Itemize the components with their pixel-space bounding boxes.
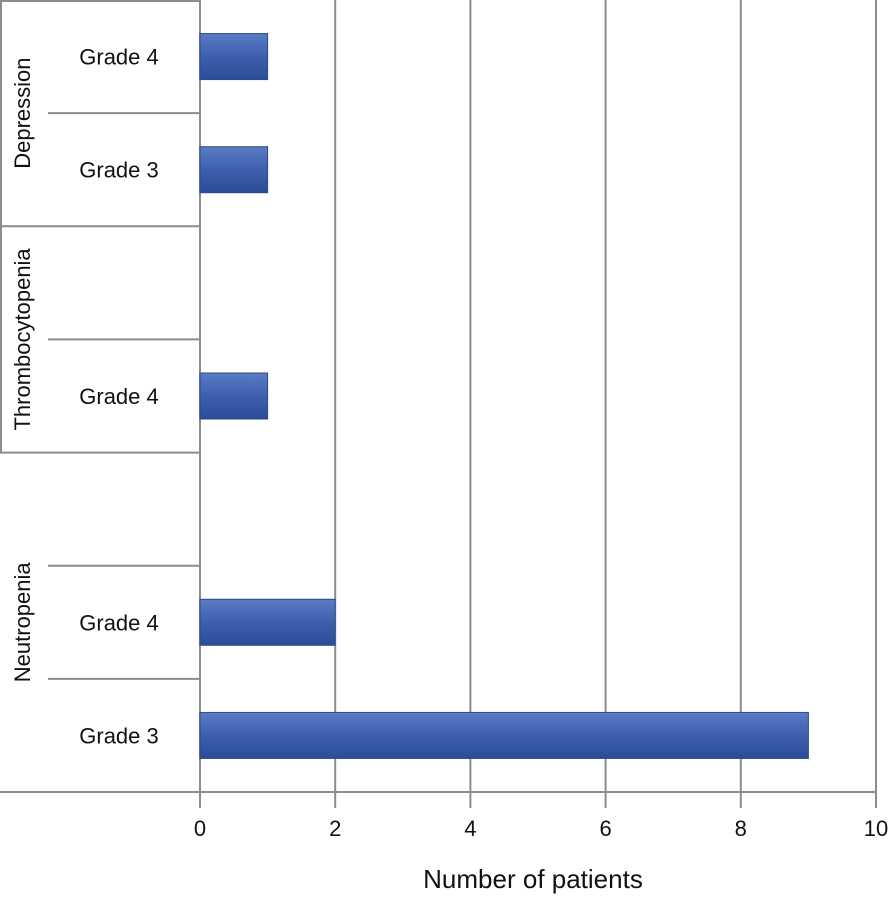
category-label: Grade 4 (79, 45, 159, 70)
bar (199, 711, 809, 759)
x-axis-title: Number of patients (423, 864, 643, 894)
x-tick-label: 0 (194, 816, 206, 841)
category-label: Grade 4 (79, 384, 159, 409)
category-label: Grade 3 (79, 723, 159, 748)
group-label: Neutropenia (10, 562, 35, 683)
bar (199, 598, 336, 646)
x-tick-label: 8 (735, 816, 747, 841)
bar (199, 372, 269, 420)
bars (199, 33, 809, 759)
x-tick-label: 4 (464, 816, 476, 841)
gridlines (199, 0, 877, 808)
category-label: Grade 3 (79, 158, 159, 183)
group-label: Thrombocytopenia (10, 248, 35, 431)
category-labels: Depression Grade 4 Grade 3 Thrombocytopenia… (10, 45, 159, 749)
category-axis-frame (0, 0, 876, 793)
x-tick-labels: 0 2 4 6 8 10 (194, 816, 888, 841)
x-tick-label: 2 (329, 816, 341, 841)
x-tick-label: 6 (599, 816, 611, 841)
bar (199, 33, 269, 81)
category-label: Grade 4 (79, 610, 159, 635)
bar (199, 146, 269, 194)
group-label: Depression (10, 58, 35, 169)
x-tick-label: 10 (864, 816, 888, 841)
